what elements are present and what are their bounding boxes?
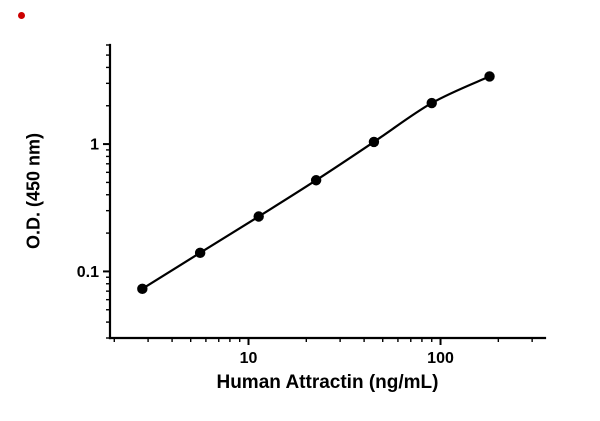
data-point — [310, 175, 322, 186]
red-dot-marker — [18, 12, 25, 19]
data-point — [253, 211, 264, 222]
data-point — [137, 283, 148, 295]
x-axis-title: Human Attractin (ng/mL) — [216, 372, 439, 393]
data-point — [484, 71, 495, 82]
data-point — [426, 97, 437, 109]
x-tick-label: 100 — [427, 350, 454, 367]
y-axis-title: O.D. (450 nm) — [23, 132, 44, 250]
y-tick-label: 1 — [90, 137, 99, 154]
x-tick-label: 10 — [240, 350, 258, 367]
data-point — [368, 136, 380, 148]
y-tick-label: 0.1 — [77, 264, 99, 281]
data-point — [194, 247, 206, 259]
